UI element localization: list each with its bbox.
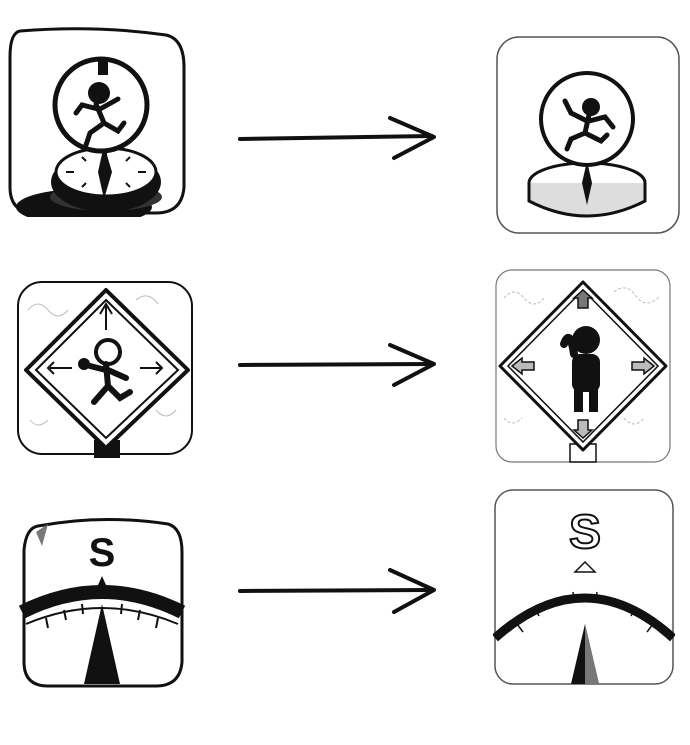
sketch-tile-sign-refined <box>494 268 672 464</box>
sketch-tile-compass-refined <box>495 35 681 235</box>
runner-direction-sign-icon <box>17 281 193 458</box>
transition-arrow-3 <box>236 566 440 616</box>
transition-arrow-1 <box>236 112 440 162</box>
transition-arrow-2 <box>236 339 440 389</box>
south-compass-dial-icon: S <box>493 489 675 685</box>
sketch-tile-sign-rough <box>16 280 194 460</box>
right-arrow-icon <box>238 116 436 160</box>
right-arrow-icon <box>238 568 436 614</box>
runner-compass-icon <box>8 27 186 217</box>
sketch-tile-dial-refined: S <box>493 488 675 686</box>
sketch-tile-compass-rough <box>6 27 186 217</box>
runner-direction-sign-icon <box>495 269 671 463</box>
svg-text:S: S <box>89 531 116 575</box>
south-compass-dial-icon: S <box>18 517 186 688</box>
svg-text:S: S <box>569 506 601 559</box>
sketch-tile-dial-rough: S <box>18 512 186 690</box>
right-arrow-icon <box>238 343 436 387</box>
runner-compass-icon <box>496 36 680 234</box>
